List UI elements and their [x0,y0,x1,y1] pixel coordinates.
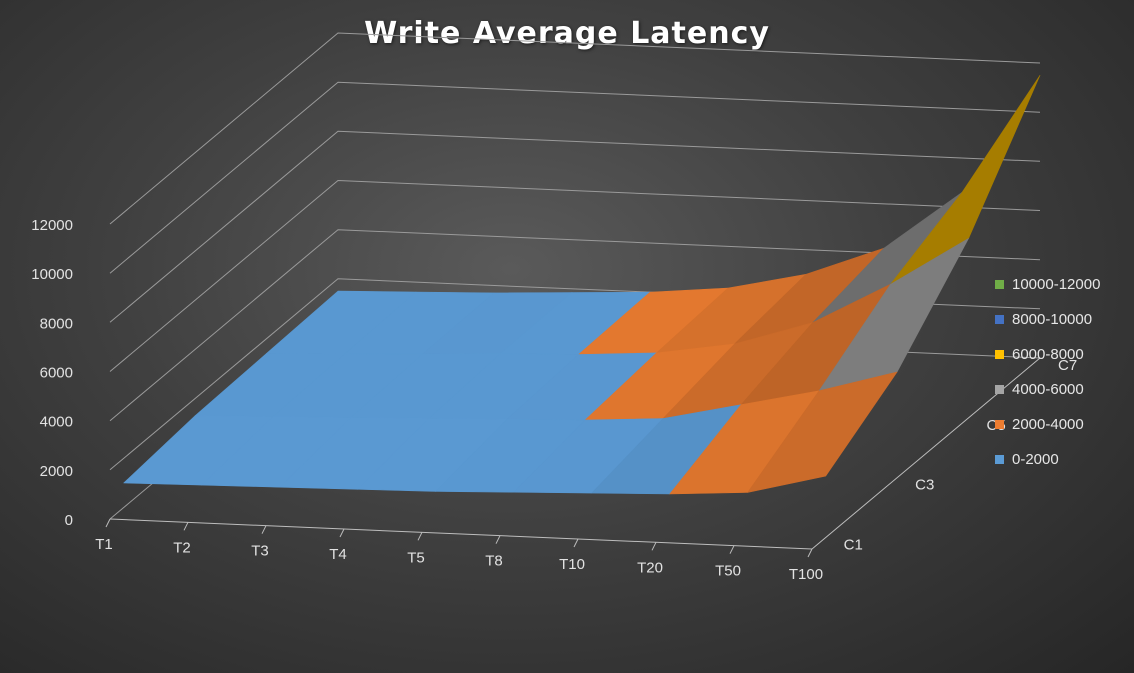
surface-plot [123,75,1041,495]
legend-label: 4000-6000 [1012,381,1084,398]
legend-label: 6000-8000 [1012,346,1084,363]
x-tick-mark [495,535,501,544]
x-tick-label: T20 [637,559,663,576]
x-tick-label: T4 [329,546,347,563]
x-tick-label: T100 [789,566,823,583]
x-tick-label: T2 [173,539,191,556]
x-tick-label: T10 [559,556,585,573]
gridline-10000 [109,81,1041,274]
chart-legend: 10000-12000 8000-10000 6000-8000 4000-6000 2… [995,267,1130,477]
depth-tick-label: C7 [1058,357,1077,374]
x-tick-label: T5 [407,549,425,566]
legend-label: 8000-10000 [1012,311,1093,328]
chart-title: Write Average Latency [364,16,770,51]
x-tick-mark [807,548,813,558]
x-tick-mark [573,538,579,548]
z-tick-label: 4000 [40,414,73,431]
x-tick-label: T8 [485,553,503,570]
legend-label: 2000-4000 [1012,416,1084,433]
legend-item: 4000-6000 [995,372,1130,407]
legend-swatch [995,420,1004,429]
x-tick-mark [729,545,735,554]
gridline-6000 [109,179,1041,372]
legend-item: 0-2000 [995,442,1130,477]
gridline-12000 [109,32,1041,225]
depth-tick-label: C3 [915,477,934,494]
legend-swatch [995,350,1004,359]
x-tick-mark [183,522,189,531]
z-tick-label: 0 [65,512,73,529]
x-tick-mark [261,525,267,534]
z-tick-label: 12000 [31,217,73,234]
x-tick-label: T1 [95,536,113,553]
z-tick-label: 10000 [31,266,73,283]
legend-item: 8000-10000 [995,302,1130,337]
gridline-8000 [109,130,1041,323]
chart-tick-labels: T1T2T3T4T5T8T10T20T50T100C1C3C5C70200040… [31,217,1077,583]
z-tick-label: 8000 [40,315,73,332]
surface-patch-T50-C1 [747,371,898,493]
x-tick-label: T3 [251,543,269,560]
x-tick-mark [105,518,111,528]
x-axis-line [109,518,813,550]
legend-label: 0-2000 [1012,451,1059,468]
legend-swatch [995,280,1004,289]
legend-label: 10000-12000 [1012,276,1101,293]
x-tick-label: T50 [715,563,741,580]
gridline-4000 [109,229,1041,422]
x-tick-mark [339,528,345,538]
z-tick-label: 2000 [40,463,73,480]
legend-swatch [995,315,1004,324]
legend-swatch [995,385,1004,394]
x-tick-mark [417,532,423,541]
legend-item: 6000-8000 [995,337,1130,372]
depth-tick-label: C1 [844,537,863,554]
legend-item: 2000-4000 [995,407,1130,442]
legend-swatch [995,455,1004,464]
legend-item: 10000-12000 [995,267,1130,302]
x-tick-mark [651,542,657,551]
z-tick-label: 6000 [40,365,73,382]
